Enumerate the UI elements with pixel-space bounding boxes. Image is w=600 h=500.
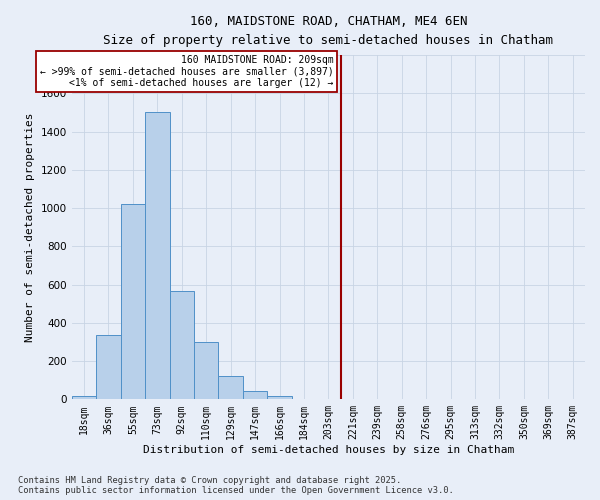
Y-axis label: Number of semi-detached properties: Number of semi-detached properties: [25, 112, 35, 342]
Bar: [72, 396, 96, 400]
Title: 160, MAIDSTONE ROAD, CHATHAM, ME4 6EN
Size of property relative to semi-detached: 160, MAIDSTONE ROAD, CHATHAM, ME4 6EN Si…: [103, 15, 553, 47]
Text: Contains HM Land Registry data © Crown copyright and database right 2025.
Contai: Contains HM Land Registry data © Crown c…: [18, 476, 454, 495]
Text: 160 MAIDSTONE ROAD: 209sqm
← >99% of semi-detached houses are smaller (3,897)
<1: 160 MAIDSTONE ROAD: 209sqm ← >99% of sem…: [40, 55, 333, 88]
Bar: [218, 376, 243, 400]
Bar: [170, 292, 194, 400]
Bar: [145, 112, 170, 400]
Bar: [194, 342, 218, 400]
X-axis label: Distribution of semi-detached houses by size in Chatham: Distribution of semi-detached houses by …: [143, 445, 514, 455]
Bar: [243, 390, 268, 400]
Bar: [268, 396, 292, 400]
Bar: [96, 336, 121, 400]
Bar: [121, 204, 145, 400]
